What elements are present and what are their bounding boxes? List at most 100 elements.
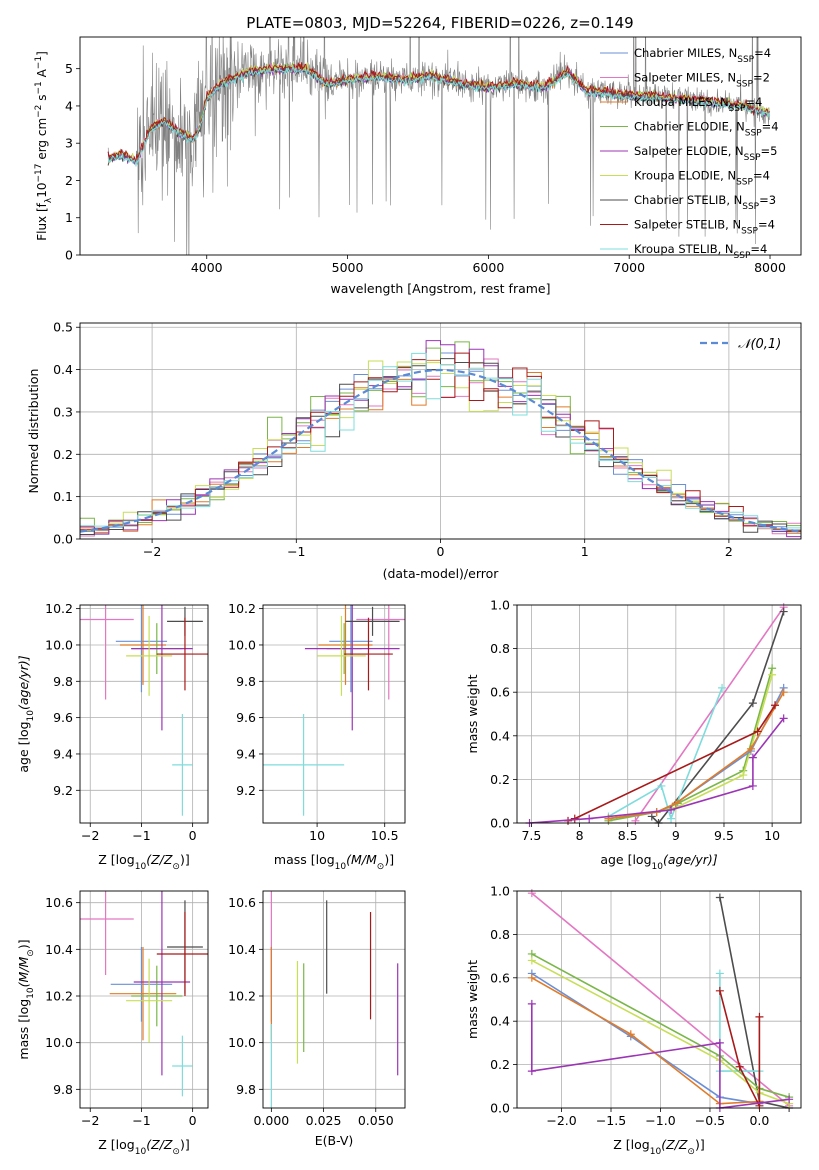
x-tick-label: 10.5 <box>371 828 399 843</box>
y-tick-label: 9.6 <box>53 710 73 725</box>
x-tick-label: −1.5 <box>596 1113 626 1128</box>
y-tick-label: 0.8 <box>490 641 510 656</box>
massweight_vs_age-panel: 7.5 8 8.5 9 9.5 10 0.0 0.2 0.4 0.6 0.8 1.0 age [log1… <box>465 598 802 872</box>
y-tick-label: 10.2 <box>45 601 73 616</box>
x-tick-label: 0 <box>189 1113 197 1128</box>
x-tick-label: 1 <box>581 544 589 559</box>
legend-label: Chabrier STELIB, NSSP=3 <box>634 193 776 212</box>
weight-point-marker <box>570 814 579 823</box>
x-tick-label: 0.0 <box>749 1113 769 1128</box>
y-tick-label: 2 <box>65 173 73 188</box>
axes-frame <box>79 36 802 256</box>
y-tick-label: 9.8 <box>236 1082 256 1097</box>
weight-point-marker <box>755 1012 764 1021</box>
x-tick-label: 0 <box>437 544 445 559</box>
weight-point-marker <box>657 781 666 790</box>
observed-spectrum-line <box>107 37 770 255</box>
weight-series-line <box>719 990 761 1107</box>
weight-point-marker <box>746 744 755 753</box>
weight-series-line <box>531 959 790 1105</box>
weight-point-marker <box>715 893 724 902</box>
axes-frame <box>516 890 802 1109</box>
mass_vs_ebv-panel: 0.000 0.025 0.050 9.8 10.0 10.2 10.4 10.6 E(B-V) <box>228 890 406 1148</box>
y-tick-label: 10.6 <box>45 895 73 910</box>
weight-point-marker <box>718 683 727 692</box>
weight-point-marker <box>748 699 757 708</box>
x-tick-label: 9 <box>672 828 680 843</box>
y-axis-label: Flux [fλ10−17 erg cm−2 s−1 A−1] <box>34 51 54 241</box>
legend-label: Kroupa STELIB, NSSP=4 <box>634 242 767 261</box>
weight-point-marker <box>667 805 676 814</box>
x-axis-label: Z [log10(Z/Z⊙)] <box>98 1137 189 1157</box>
weight-point-marker <box>715 969 724 978</box>
weight-point-marker <box>527 973 536 982</box>
y-tick-label: 9.8 <box>53 674 73 689</box>
y-tick-label: 0.2 <box>490 1057 510 1072</box>
y-tick-label: 1.0 <box>490 598 510 613</box>
x-tick-label: −2.0 <box>546 1113 576 1128</box>
axes-frame <box>262 604 406 824</box>
weight-point-marker <box>739 771 748 780</box>
x-tick-label: 0 <box>189 828 197 843</box>
y-tick-label: 0.2 <box>53 447 73 462</box>
x-tick-label: 8 <box>576 828 584 843</box>
y-tick-label: 0.3 <box>53 404 73 419</box>
x-axis-label: mass [log10(M/M⊙)] <box>274 852 394 872</box>
weight-point-marker <box>667 814 676 823</box>
mass_vs_Z-panel: −2 −1 0 9.8 10.0 10.2 10.4 10.6 Z [log10(Z/Z⊙)] m… <box>16 890 209 1157</box>
weight-point-marker <box>527 889 536 898</box>
weight-series-line <box>719 897 790 1108</box>
x-tick-label: −0.5 <box>695 1113 725 1128</box>
weight-series-line <box>531 953 790 1098</box>
x-tick-label: −1.0 <box>645 1113 675 1128</box>
x-tick-label: −1 <box>287 544 305 559</box>
y-tick-label: 4 <box>65 98 73 113</box>
x-axis-label: Z [log10(Z/Z⊙)] <box>613 1137 704 1157</box>
x-tick-label: 5000 <box>332 260 364 275</box>
y-tick-label: 0.4 <box>53 362 73 377</box>
y-tick-label: 9.2 <box>53 783 73 798</box>
y-tick-label: 0.5 <box>53 320 73 335</box>
x-tick-label: 7000 <box>613 260 645 275</box>
x-tick-label: 2 <box>725 544 733 559</box>
x-tick-label: 4000 <box>191 260 223 275</box>
x-tick-label: 10 <box>764 828 780 843</box>
axes-frame <box>79 322 802 540</box>
legend-label: Kroupa MILES, NSSP=4 <box>634 95 762 114</box>
y-tick-label: 9.8 <box>53 1082 73 1097</box>
massweight_vs_Z-panel: −2.0 −1.5 −1.0 −0.5 0.0 0.0 0.2 0.4 0.6 0.8 1.0 Z [… <box>465 884 802 1157</box>
y-tick-label: 10.0 <box>45 1035 73 1050</box>
weight-point-marker <box>779 607 788 616</box>
y-tick-label: 0.8 <box>490 927 510 942</box>
legend-label: Salpeter STELIB, NSSP=4 <box>634 218 775 237</box>
weight-point-marker <box>771 701 780 710</box>
x-tick-label: 8000 <box>754 260 786 275</box>
x-tick-label: −2 <box>81 828 99 843</box>
axes-frame <box>516 604 802 824</box>
y-tick-label: 9.6 <box>236 710 256 725</box>
weight-point-marker <box>779 688 788 697</box>
y-tick-label: 10.2 <box>45 989 73 1004</box>
y-tick-label: 0.0 <box>490 1101 510 1116</box>
weight-series-line <box>531 977 760 1105</box>
y-tick-label: 0 <box>65 248 73 263</box>
x-tick-label: −2 <box>81 1113 99 1128</box>
x-tick-label: −2 <box>143 544 161 559</box>
weight-series-line <box>651 611 785 823</box>
y-tick-label: 5 <box>65 61 73 76</box>
weight-point-marker <box>748 753 757 762</box>
weight-point-marker <box>585 814 594 823</box>
y-axis-label: mass weight <box>465 960 480 1039</box>
y-tick-label: 10.4 <box>45 942 73 957</box>
y-tick-label: 9.4 <box>236 746 256 761</box>
axes-frame <box>79 604 209 824</box>
weight-series-line <box>634 606 785 822</box>
age_vs_mass-panel: 10 10.5 9.2 9.4 9.6 9.8 10.0 10.2 mass [log10(M/… <box>228 601 406 872</box>
weight-point-marker <box>626 1030 635 1039</box>
x-tick-label: 6000 <box>472 260 504 275</box>
weight-point-marker <box>785 1095 794 1104</box>
weight-point-marker <box>527 1067 536 1076</box>
x-axis-label: (data-model)/error <box>383 566 500 581</box>
y-tick-label: 9.8 <box>236 674 256 689</box>
weight-point-marker <box>715 986 724 995</box>
